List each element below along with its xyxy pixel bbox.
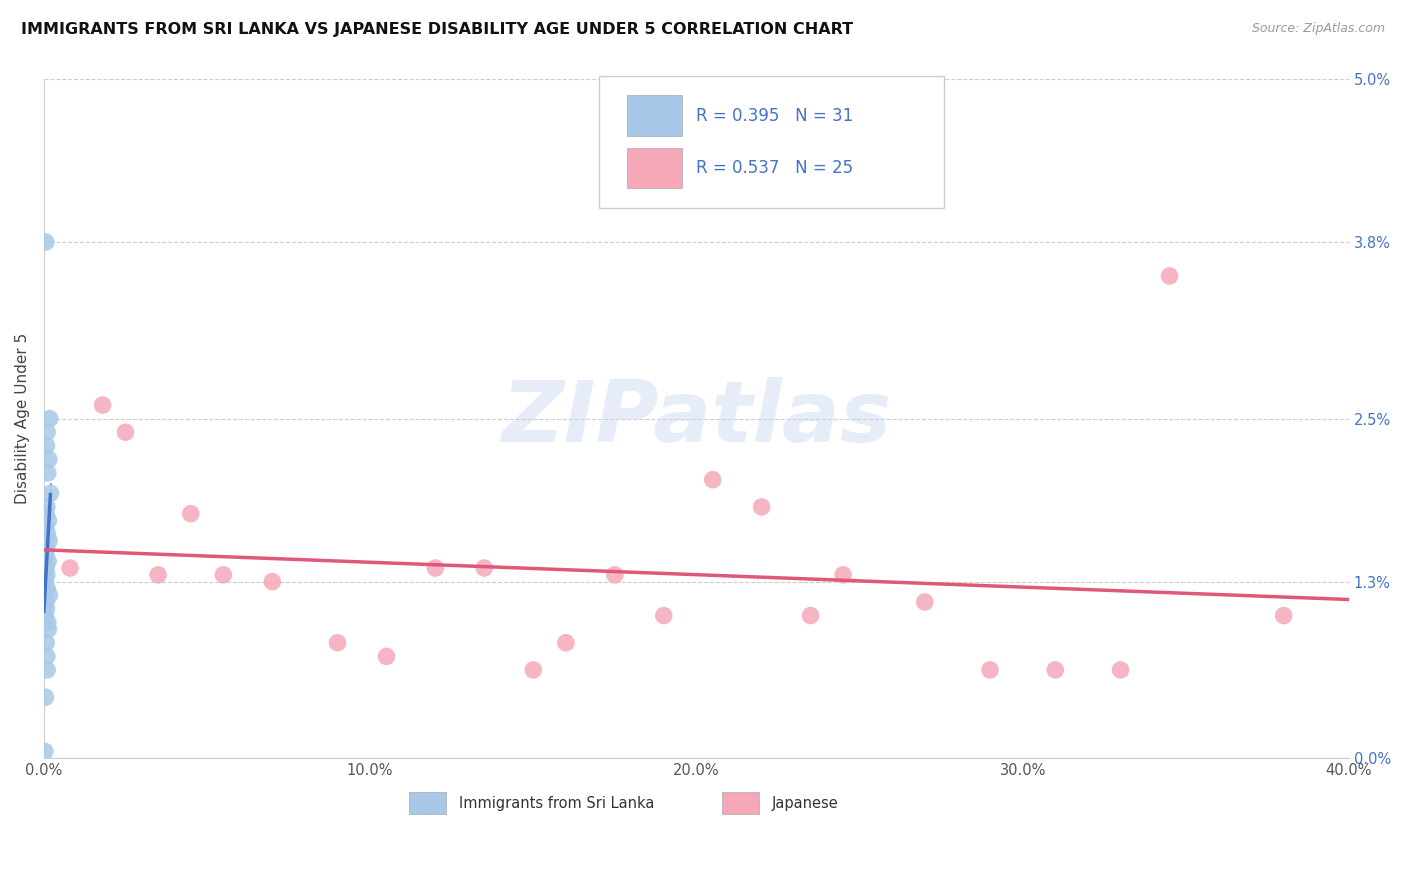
Text: ZIPatlas: ZIPatlas: [502, 377, 891, 460]
Point: [37, 514, 59, 528]
Point: [59, 561, 82, 575]
Point: [34, 690, 56, 705]
Text: Immigrants from Sri Lanka: Immigrants from Sri Lanka: [458, 796, 654, 811]
Point: [35, 567, 58, 582]
Point: [37, 615, 59, 630]
Point: [652, 608, 675, 623]
Point: [34, 574, 56, 589]
Point: [800, 608, 823, 623]
Point: [751, 500, 773, 514]
Point: [35, 500, 58, 514]
Text: Japanese: Japanese: [772, 796, 839, 811]
Point: [603, 567, 626, 582]
Point: [522, 663, 544, 677]
Point: [37, 622, 59, 636]
Point: [38, 411, 60, 425]
Point: [38, 452, 60, 467]
Point: [326, 636, 349, 650]
Text: Source: ZipAtlas.com: Source: ZipAtlas.com: [1251, 22, 1385, 36]
Point: [35, 548, 58, 562]
Point: [37, 425, 59, 440]
Text: R = 0.395   N = 31: R = 0.395 N = 31: [696, 107, 853, 125]
Point: [37, 466, 59, 480]
Point: [38, 533, 60, 548]
Point: [37, 527, 59, 541]
Point: [1272, 608, 1295, 623]
FancyBboxPatch shape: [599, 76, 945, 208]
Point: [34, 608, 56, 623]
Point: [91, 398, 114, 412]
Point: [35, 541, 58, 555]
Y-axis label: Disability Age Under 5: Disability Age Under 5: [15, 333, 30, 504]
Point: [375, 649, 398, 664]
Point: [1109, 663, 1132, 677]
Point: [914, 595, 936, 609]
Point: [1045, 663, 1067, 677]
Point: [37, 582, 59, 596]
Point: [34, 744, 56, 758]
Point: [212, 567, 235, 582]
Point: [180, 507, 202, 521]
Point: [37, 554, 59, 568]
FancyBboxPatch shape: [723, 792, 759, 814]
Point: [35, 649, 58, 664]
FancyBboxPatch shape: [409, 792, 446, 814]
Point: [35, 602, 58, 616]
Point: [38, 588, 60, 602]
Point: [554, 636, 576, 650]
Point: [34, 520, 56, 534]
Point: [37, 663, 59, 677]
Point: [35, 439, 58, 453]
Point: [35, 507, 58, 521]
Point: [35, 595, 58, 609]
Point: [1159, 268, 1181, 283]
FancyBboxPatch shape: [627, 147, 682, 188]
Point: [35, 636, 58, 650]
Point: [262, 574, 284, 589]
FancyBboxPatch shape: [627, 95, 682, 136]
Text: IMMIGRANTS FROM SRI LANKA VS JAPANESE DISABILITY AGE UNDER 5 CORRELATION CHART: IMMIGRANTS FROM SRI LANKA VS JAPANESE DI…: [21, 22, 853, 37]
Point: [114, 425, 136, 440]
Point: [472, 561, 495, 575]
Point: [979, 663, 1001, 677]
Point: [35, 235, 58, 249]
Point: [425, 561, 447, 575]
Point: [832, 567, 855, 582]
Text: R = 0.537   N = 25: R = 0.537 N = 25: [696, 159, 853, 177]
Point: [146, 567, 169, 582]
Point: [702, 473, 724, 487]
Point: [35, 561, 58, 575]
Point: [39, 486, 62, 500]
